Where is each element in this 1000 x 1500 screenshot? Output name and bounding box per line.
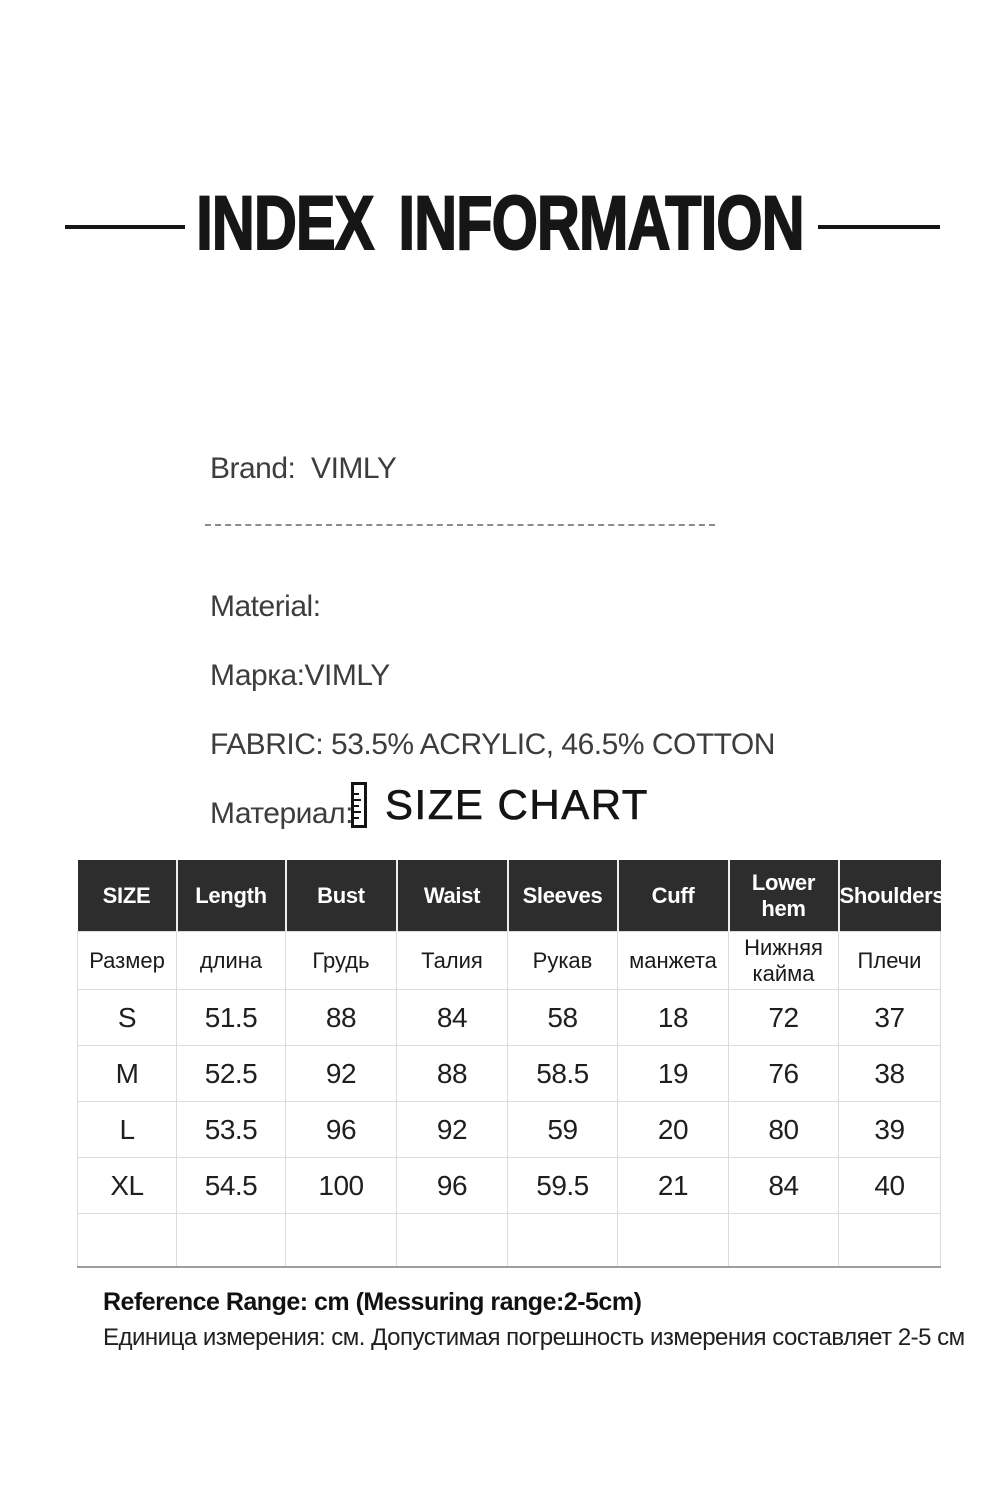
empty-cell bbox=[176, 1213, 286, 1268]
title-right-dash bbox=[818, 225, 940, 229]
material-line-ru: Материал: bbox=[210, 797, 353, 830]
table-row-s: S 51.5 88 84 58 18 72 37 bbox=[77, 989, 941, 1046]
cell-value: 100 bbox=[285, 1157, 397, 1214]
col-header-shoulders: Shoulders bbox=[837, 860, 941, 932]
col-header-size: SIZE bbox=[77, 860, 177, 932]
empty-cell bbox=[617, 1213, 729, 1268]
cell-value: 40 bbox=[838, 1157, 941, 1214]
reference-range-en: Reference Range: cm (Messuring range:2-5… bbox=[103, 1288, 642, 1316]
empty-cell bbox=[396, 1213, 508, 1268]
size-table-wrap: SIZE Length Bust Waist Sleeves Cuff Lowe… bbox=[77, 860, 941, 1268]
cell-value: 59 bbox=[507, 1101, 618, 1158]
brand-line-ru: Марка:VIMLY bbox=[210, 659, 390, 692]
cell-size: XL bbox=[77, 1157, 177, 1214]
col-header-length: Length bbox=[175, 860, 286, 932]
cell-value: 96 bbox=[396, 1157, 508, 1214]
info-block-english: Brand: VIMLY Material: FABRIC: 53.5% ACR… bbox=[210, 354, 775, 860]
cell-value: 21 bbox=[617, 1157, 729, 1214]
col-subheader-sleeves: Рукав bbox=[507, 931, 618, 990]
cell-value: 84 bbox=[728, 1157, 839, 1214]
cell-value: 18 bbox=[617, 989, 729, 1046]
col-subheader-size: Размер bbox=[77, 931, 177, 990]
cell-value: 76 bbox=[728, 1045, 839, 1102]
brand-line-en: Brand: VIMLY bbox=[210, 452, 397, 485]
cell-value: 59.5 bbox=[507, 1157, 618, 1214]
col-header-waist: Waist bbox=[395, 860, 508, 932]
col-header-bust: Bust bbox=[284, 860, 397, 932]
cell-size: M bbox=[77, 1045, 177, 1102]
empty-cell bbox=[838, 1213, 941, 1268]
cell-value: 96 bbox=[285, 1101, 397, 1158]
cell-size: L bbox=[77, 1101, 177, 1158]
ruler-icon bbox=[351, 782, 368, 828]
col-subheader-lower-hem: Нижняя кайма bbox=[728, 931, 839, 990]
cell-value: 92 bbox=[285, 1045, 397, 1102]
table-row-l: L 53.5 96 92 59 20 80 39 bbox=[77, 1101, 941, 1158]
cell-value: 19 bbox=[617, 1045, 729, 1102]
size-table: SIZE Length Bust Waist Sleeves Cuff Lowe… bbox=[77, 860, 941, 1268]
empty-cell bbox=[507, 1213, 618, 1268]
cell-value: 58.5 bbox=[507, 1045, 618, 1102]
col-subheader-cuff: манжета bbox=[617, 931, 729, 990]
cell-value: 20 bbox=[617, 1101, 729, 1158]
col-subheader-shoulders: Плечи bbox=[838, 931, 941, 990]
cell-size: S bbox=[77, 989, 177, 1046]
empty-cell bbox=[77, 1213, 177, 1268]
table-subheader-row: Размер длина Грудь Талия Рукав манжета Н… bbox=[77, 931, 941, 990]
page-title: INDEX INFORMATION bbox=[195, 181, 805, 266]
col-header-cuff: Cuff bbox=[616, 860, 729, 932]
size-chart-heading: SIZE CHART bbox=[0, 781, 1000, 829]
cell-value: 51.5 bbox=[176, 989, 286, 1046]
cell-value: 84 bbox=[396, 989, 508, 1046]
col-subheader-length: длина bbox=[176, 931, 286, 990]
cell-value: 38 bbox=[838, 1045, 941, 1102]
table-row-xl: XL 54.5 100 96 59.5 21 84 40 bbox=[77, 1157, 941, 1214]
cell-value: 53.5 bbox=[176, 1101, 286, 1158]
col-subheader-waist: Талия bbox=[396, 931, 508, 990]
table-empty-row bbox=[77, 1213, 941, 1268]
table-row-m: M 52.5 92 88 58.5 19 76 38 bbox=[77, 1045, 941, 1102]
col-subheader-bust: Грудь bbox=[285, 931, 397, 990]
cell-value: 58 bbox=[507, 989, 618, 1046]
table-header-row: SIZE Length Bust Waist Sleeves Cuff Lowe… bbox=[77, 860, 941, 932]
cell-value: 92 bbox=[396, 1101, 508, 1158]
dashed-divider bbox=[205, 524, 715, 526]
size-chart-title: SIZE CHART bbox=[385, 781, 649, 829]
cell-value: 52.5 bbox=[176, 1045, 286, 1102]
title-left-dash bbox=[65, 225, 185, 229]
col-header-sleeves: Sleeves bbox=[506, 860, 618, 932]
empty-cell bbox=[285, 1213, 397, 1268]
reference-range-ru: Единица измерения: см. Допустимая погреш… bbox=[103, 1324, 965, 1351]
material-line-en: Material: bbox=[210, 590, 321, 623]
cell-value: 88 bbox=[285, 989, 397, 1046]
fabric-line-en: FABRIC: 53.5% ACRYLIC, 46.5% COTTON bbox=[210, 728, 775, 761]
col-header-lower-hem: Lower hem bbox=[727, 860, 839, 932]
cell-value: 39 bbox=[838, 1101, 941, 1158]
cell-value: 37 bbox=[838, 989, 941, 1046]
cell-value: 88 bbox=[396, 1045, 508, 1102]
cell-value: 72 bbox=[728, 989, 839, 1046]
cell-value: 80 bbox=[728, 1101, 839, 1158]
empty-cell bbox=[728, 1213, 839, 1268]
cell-value: 54.5 bbox=[176, 1157, 286, 1214]
